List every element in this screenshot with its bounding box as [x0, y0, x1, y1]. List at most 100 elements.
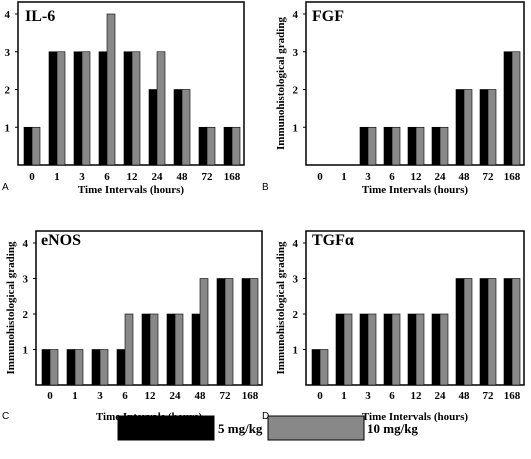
bar-10mg-6 — [106, 13, 116, 166]
bar-10mg-12 — [149, 313, 159, 386]
bar-10mg-3 — [367, 126, 377, 166]
bar-10mg-72 — [206, 126, 216, 166]
x-tick-label: 0 — [29, 171, 35, 183]
x-tick-label: 3 — [365, 171, 371, 183]
x-tick-label: 6 — [104, 171, 110, 183]
bar-5mg-24 — [431, 126, 441, 166]
bar-10mg-24 — [439, 313, 449, 386]
x-tick-label: 24 — [152, 171, 164, 183]
x-tick-label: 48 — [459, 171, 471, 183]
legend: 5 mg/kg 10 mg/kg — [117, 415, 418, 441]
bar-5mg-24 — [148, 89, 158, 166]
bar-5mg-24 — [431, 313, 441, 386]
bar-10mg-12 — [415, 313, 425, 386]
y-tick-label: 4 — [23, 238, 29, 250]
bar-5mg-0 — [23, 126, 33, 166]
bar-10mg-3 — [99, 349, 109, 386]
x-tick-label: 72 — [483, 390, 495, 402]
y-tick-label: 1 — [293, 345, 299, 357]
bar-10mg-0 — [31, 126, 41, 166]
x-tick-label: 1 — [341, 171, 347, 183]
x-axis-label: Time Intervals (hours) — [362, 411, 468, 423]
bar-10mg-72 — [224, 278, 234, 386]
x-tick-label: 12 — [145, 390, 157, 402]
bar-10mg-12 — [415, 126, 425, 166]
x-tick-label: 0 — [317, 390, 323, 402]
x-tick-label: 1 — [341, 390, 347, 402]
x-tick-label: 168 — [504, 390, 521, 402]
bar-5mg-3 — [359, 126, 369, 166]
y-axis-label: Immunohistological grading — [5, 241, 17, 374]
y-tick-label: 1 — [5, 122, 11, 134]
panel-title: eNOS — [41, 232, 81, 249]
bar-5mg-6 — [98, 51, 108, 166]
bar-10mg-168 — [511, 51, 521, 166]
bar-10mg-3 — [81, 51, 91, 166]
x-axis-label: Time Intervals (hours) — [362, 184, 468, 196]
bar-10mg-3 — [367, 313, 377, 386]
bar-10mg-1 — [343, 313, 353, 386]
panel-letter: C — [2, 411, 9, 422]
x-tick-label: 3 — [97, 390, 103, 402]
x-tick-label: 72 — [202, 171, 214, 183]
y-tick-label: 2 — [5, 85, 11, 97]
bar-5mg-1 — [335, 313, 345, 386]
bar-5mg-48 — [173, 89, 183, 166]
x-tick-label: 168 — [242, 390, 259, 402]
x-tick-label: 0 — [47, 390, 53, 402]
bar-5mg-168 — [223, 126, 233, 166]
panel-letter: D — [262, 411, 269, 422]
bar-5mg-6 — [116, 349, 126, 386]
bar-10mg-48 — [463, 89, 473, 166]
bar-5mg-24 — [166, 313, 176, 386]
bar-10mg-168 — [249, 278, 259, 386]
legend-swatch-5mg — [117, 415, 215, 441]
bar-10mg-24 — [156, 51, 166, 166]
legend-label-5mg: 5 mg/kg — [218, 421, 263, 436]
x-tick-label: 12 — [127, 171, 139, 183]
y-tick-label: 4 — [293, 9, 299, 21]
bar-10mg-6 — [391, 313, 401, 386]
y-tick-label: 1 — [293, 122, 299, 134]
bar-5mg-6 — [383, 126, 393, 166]
bar-10mg-168 — [511, 278, 521, 386]
y-tick-label: 2 — [23, 309, 29, 321]
bar-5mg-0 — [41, 349, 51, 386]
x-axis-label: Time Intervals (hours) — [78, 184, 184, 196]
bar-5mg-168 — [503, 278, 513, 386]
x-tick-label: 48 — [459, 390, 471, 402]
x-tick-label: 48 — [177, 171, 189, 183]
x-tick-label: 6 — [389, 171, 395, 183]
bar-5mg-12 — [407, 313, 417, 386]
bar-5mg-3 — [359, 313, 369, 386]
bar-10mg-24 — [174, 313, 184, 386]
bar-5mg-72 — [479, 89, 489, 166]
bar-5mg-72 — [216, 278, 226, 386]
x-tick-label: 6 — [122, 390, 128, 402]
bar-10mg-48 — [181, 89, 191, 166]
bar-10mg-24 — [439, 126, 449, 166]
bar-10mg-1 — [74, 349, 84, 386]
y-tick-label: 3 — [5, 47, 11, 59]
y-tick-label: 3 — [23, 274, 29, 286]
y-tick-label: 3 — [293, 47, 299, 59]
y-tick-label: 1 — [23, 345, 29, 357]
y-tick-label: 4 — [293, 238, 299, 250]
panel-letter: B — [262, 182, 269, 193]
bar-10mg-48 — [463, 278, 473, 386]
panel-title: TGFα — [312, 232, 354, 249]
x-tick-label: 12 — [411, 171, 423, 183]
bar-10mg-6 — [124, 313, 134, 386]
x-tick-label: 24 — [170, 390, 182, 402]
bar-10mg-12 — [131, 51, 141, 166]
x-tick-label: 1 — [54, 171, 60, 183]
bar-5mg-48 — [191, 313, 201, 386]
bar-10mg-0 — [319, 349, 329, 386]
y-tick-label: 2 — [293, 85, 299, 97]
bar-10mg-1 — [56, 51, 66, 166]
x-tick-label: 6 — [389, 390, 395, 402]
